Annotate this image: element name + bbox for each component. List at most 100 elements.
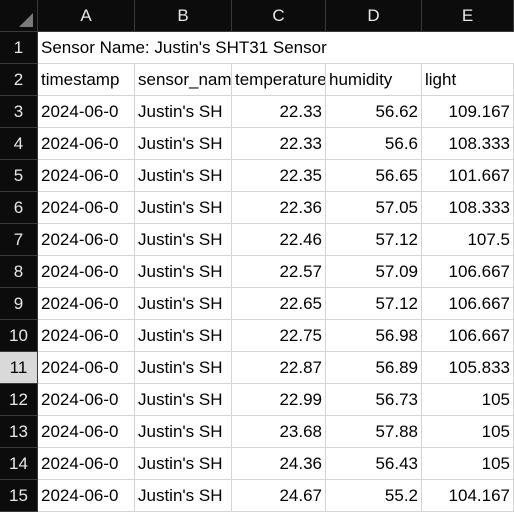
timestamp-cell[interactable]: 2024-06-0: [38, 192, 135, 224]
temperature-cell[interactable]: 22.33: [232, 128, 326, 160]
timestamp-cell[interactable]: 2024-06-0: [38, 352, 135, 384]
timestamp-cell[interactable]: 2024-06-0: [38, 416, 135, 448]
humidity-cell[interactable]: 57.12: [326, 288, 422, 320]
light-cell[interactable]: 106.667: [422, 288, 514, 320]
row-header[interactable]: 12: [0, 384, 38, 416]
light-cell[interactable]: 109.167: [422, 96, 514, 128]
timestamp-cell[interactable]: 2024-06-0: [38, 128, 135, 160]
sensor-name-cell[interactable]: Justin's SH: [135, 128, 232, 160]
sensor-name-cell[interactable]: Justin's SH: [135, 416, 232, 448]
row-header[interactable]: 4: [0, 128, 38, 160]
temperature-cell[interactable]: 22.35: [232, 160, 326, 192]
temperature-cell[interactable]: 22.33: [232, 96, 326, 128]
humidity-cell[interactable]: 57.12: [326, 224, 422, 256]
row-header[interactable]: 5: [0, 160, 38, 192]
humidity-cell[interactable]: 56.6: [326, 128, 422, 160]
sensor-name-cell[interactable]: Justin's SH: [135, 224, 232, 256]
humidity-cell[interactable]: 56.73: [326, 384, 422, 416]
temperature-cell[interactable]: 22.57: [232, 256, 326, 288]
temperature-cell[interactable]: 22.99: [232, 384, 326, 416]
humidity-cell[interactable]: 56.65: [326, 160, 422, 192]
temperature-cell[interactable]: 22.46: [232, 224, 326, 256]
sheet-row: 9 2024-06-0 Justin's SH 22.65 57.12 106.667: [0, 288, 514, 320]
row-header[interactable]: 9: [0, 288, 38, 320]
humidity-cell[interactable]: 57.88: [326, 416, 422, 448]
temperature-cell[interactable]: 22.65: [232, 288, 326, 320]
light-cell[interactable]: 105: [422, 448, 514, 480]
timestamp-cell[interactable]: 2024-06-0: [38, 384, 135, 416]
humidity-cell[interactable]: 55.2: [326, 480, 422, 512]
timestamp-cell[interactable]: 2024-06-0: [38, 288, 135, 320]
light-cell[interactable]: 107.5: [422, 224, 514, 256]
column-header-d[interactable]: D: [326, 0, 422, 32]
light-cell[interactable]: 106.667: [422, 256, 514, 288]
humidity-cell[interactable]: 56.43: [326, 448, 422, 480]
temperature-cell[interactable]: 24.36: [232, 448, 326, 480]
title-cell[interactable]: Sensor Name: Justin's SHT31 Sensor: [38, 32, 423, 64]
timestamp-cell[interactable]: 2024-06-0: [38, 256, 135, 288]
humidity-cell[interactable]: 56.98: [326, 320, 422, 352]
humidity-cell[interactable]: 56.89: [326, 352, 422, 384]
row-header[interactable]: 8: [0, 256, 38, 288]
header-cell-sensor-name[interactable]: sensor_name: [135, 64, 232, 96]
sensor-name-cell[interactable]: Justin's SH: [135, 320, 232, 352]
temperature-cell[interactable]: 24.67: [232, 480, 326, 512]
column-header-e[interactable]: E: [422, 0, 514, 32]
sheet-row: 6 2024-06-0 Justin's SH 22.36 57.05 108.333: [0, 192, 514, 224]
header-cell-humidity[interactable]: humidity: [326, 64, 422, 96]
sensor-name-cell[interactable]: Justin's SH: [135, 288, 232, 320]
sensor-name-cell[interactable]: Justin's SH: [135, 384, 232, 416]
row-header[interactable]: 10: [0, 320, 38, 352]
sensor-name-cell[interactable]: Justin's SH: [135, 448, 232, 480]
temperature-cell[interactable]: 22.87: [232, 352, 326, 384]
header-cell-temperature[interactable]: temperature: [232, 64, 326, 96]
column-header-a[interactable]: A: [38, 0, 135, 32]
humidity-cell[interactable]: 57.05: [326, 192, 422, 224]
cell[interactable]: [423, 32, 514, 64]
row-header[interactable]: 15: [0, 480, 38, 512]
row-header[interactable]: 14: [0, 448, 38, 480]
sensor-name-cell[interactable]: Justin's SH: [135, 480, 232, 512]
timestamp-cell[interactable]: 2024-06-0: [38, 96, 135, 128]
timestamp-cell[interactable]: 2024-06-0: [38, 320, 135, 352]
light-cell[interactable]: 106.667: [422, 320, 514, 352]
light-cell[interactable]: 104.167: [422, 480, 514, 512]
light-cell[interactable]: 105.833: [422, 352, 514, 384]
timestamp-cell[interactable]: 2024-06-0: [38, 224, 135, 256]
header-cell-timestamp[interactable]: timestamp: [38, 64, 135, 96]
temperature-cell[interactable]: 22.75: [232, 320, 326, 352]
header-cell-light[interactable]: light: [422, 64, 514, 96]
temperature-cell[interactable]: 22.36: [232, 192, 326, 224]
timestamp-cell[interactable]: 2024-06-0: [38, 160, 135, 192]
light-cell[interactable]: 108.333: [422, 128, 514, 160]
light-cell[interactable]: 101.667: [422, 160, 514, 192]
timestamp-cell[interactable]: 2024-06-0: [38, 448, 135, 480]
row-header[interactable]: 7: [0, 224, 38, 256]
sensor-name-cell[interactable]: Justin's SH: [135, 96, 232, 128]
column-header-b[interactable]: B: [135, 0, 232, 32]
sheet-row: 8 2024-06-0 Justin's SH 22.57 57.09 106.667: [0, 256, 514, 288]
light-cell[interactable]: 108.333: [422, 192, 514, 224]
row-header[interactable]: 11: [0, 352, 38, 384]
select-all-corner[interactable]: [0, 0, 38, 32]
row-header[interactable]: 1: [0, 32, 38, 64]
light-cell[interactable]: 105: [422, 416, 514, 448]
light-cell[interactable]: 105: [422, 384, 514, 416]
row-header[interactable]: 13: [0, 416, 38, 448]
row-header[interactable]: 2: [0, 64, 38, 96]
sensor-name-cell[interactable]: Justin's SH: [135, 256, 232, 288]
sensor-name-cell[interactable]: Justin's SH: [135, 352, 232, 384]
sensor-name-cell[interactable]: Justin's SH: [135, 192, 232, 224]
temperature-cell[interactable]: 23.68: [232, 416, 326, 448]
humidity-cell[interactable]: 56.62: [326, 96, 422, 128]
timestamp-cell[interactable]: 2024-06-0: [38, 480, 135, 512]
humidity-cell[interactable]: 57.09: [326, 256, 422, 288]
sensor-name-cell[interactable]: Justin's SH: [135, 160, 232, 192]
row-header[interactable]: 3: [0, 96, 38, 128]
row-header[interactable]: 6: [0, 192, 38, 224]
sheet-row: 13 2024-06-0 Justin's SH 23.68 57.88 105: [0, 416, 514, 448]
sheet-row: 10 2024-06-0 Justin's SH 22.75 56.98 106.667: [0, 320, 514, 352]
column-header-c[interactable]: C: [232, 0, 326, 32]
column-header-row: A B C D E: [0, 0, 514, 32]
sheet-row: 14 2024-06-0 Justin's SH 24.36 56.43 105: [0, 448, 514, 480]
